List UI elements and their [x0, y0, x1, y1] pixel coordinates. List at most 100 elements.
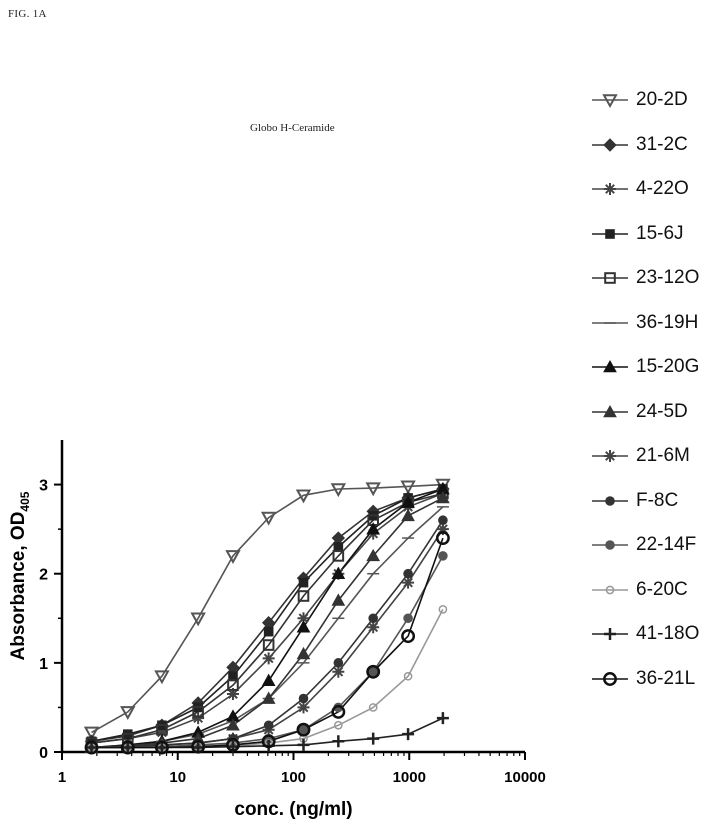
legend-item: F-8C	[590, 479, 725, 524]
data-point-23-12O	[192, 706, 204, 718]
data-point-4-22O	[155, 726, 168, 739]
legend-marker	[604, 272, 616, 285]
data-point-20-2D	[225, 550, 241, 564]
legend-label: 4-22O	[636, 178, 689, 200]
legend-item: 22-14F	[590, 523, 725, 568]
data-point-20-2D	[365, 482, 381, 497]
data-point-6-20C	[438, 605, 448, 614]
legend-marker	[603, 360, 617, 373]
data-point-22-14F	[368, 666, 378, 677]
legend-swatch	[592, 495, 628, 506]
legend-item: 36-21L	[590, 657, 725, 702]
data-point-20-2D	[83, 726, 100, 741]
legend-label: 24-5D	[636, 400, 688, 422]
data-point-F-8C	[403, 568, 413, 579]
legend-swatch	[592, 404, 628, 418]
data-point-24-5D	[366, 548, 381, 562]
data-point-15-6J	[333, 542, 344, 552]
data-point-36-21L	[191, 739, 206, 754]
data-point-21-6M	[332, 665, 345, 678]
data-point-20-2D	[330, 483, 347, 498]
data-point-21-6M	[436, 523, 449, 536]
fit-curve-21-6M	[91, 528, 444, 749]
data-point-24-5D	[401, 508, 415, 522]
legend-marker	[604, 450, 616, 463]
data-point-4-22O	[297, 612, 310, 625]
data-point-15-20G	[366, 522, 381, 535]
data-points	[83, 478, 451, 755]
data-point-15-6J	[228, 671, 238, 682]
y-tick-label: 0	[39, 745, 48, 762]
legend-item: 31-2C	[590, 123, 725, 168]
fit-curves	[91, 483, 444, 749]
x-tick-label: 1	[58, 769, 66, 786]
data-point-6-20C	[403, 671, 413, 681]
data-point-F-8C	[438, 515, 448, 526]
data-point-36-21L	[120, 740, 135, 755]
legend-label: 20-2D	[636, 89, 688, 111]
legend-label: 23-12O	[636, 267, 700, 289]
legend-label: 6-20C	[636, 578, 688, 600]
data-point-36-21L	[226, 737, 240, 752]
chart-title: Globo H-Ceramide	[250, 122, 335, 134]
legend-item: 15-20G	[590, 345, 725, 390]
data-point-22-14F	[438, 551, 448, 561]
legend-swatch	[592, 360, 628, 373]
legend-marker	[603, 138, 617, 152]
data-point-22-14F	[403, 613, 413, 624]
legend-marker	[603, 671, 617, 686]
data-point-20-2D	[295, 489, 312, 504]
figure-label: FIG. 1A	[8, 8, 47, 20]
data-point-23-12O	[227, 679, 239, 691]
x-tick-label: 1000	[393, 769, 426, 786]
data-point-4-22O	[262, 652, 275, 665]
data-point-15-6J	[298, 577, 309, 588]
data-point-21-6M	[297, 701, 310, 714]
legend-swatch	[592, 183, 628, 196]
fit-curve-22-14F	[91, 555, 444, 749]
legend-swatch	[592, 321, 628, 324]
data-point-4-22O	[226, 688, 239, 701]
legend-item: 41-18O	[590, 612, 725, 657]
data-point-36-21L	[296, 722, 311, 737]
data-point-F-8C	[333, 658, 344, 668]
legend-marker	[605, 585, 615, 595]
legend-item: 15-6J	[590, 212, 725, 257]
legend-item: 36-19H	[590, 301, 725, 346]
data-point-23-12O	[332, 550, 345, 562]
data-point-21-6M	[367, 621, 380, 634]
y-tick-label: 1	[39, 656, 48, 673]
legend-item: 6-20C	[590, 568, 725, 613]
data-point-41-18O	[85, 741, 98, 754]
legend-swatch	[592, 138, 628, 152]
data-point-24-5D	[226, 718, 240, 731]
legend-label: 41-18O	[636, 623, 700, 645]
y-axis-label-subscript: 405	[18, 491, 32, 511]
data-point-6-20C	[333, 720, 343, 730]
legend-swatch	[592, 585, 628, 595]
x-tick-label: 100	[281, 769, 306, 786]
data-point-F-8C	[368, 613, 378, 624]
legend-item: 20-2D	[590, 78, 725, 123]
data-point-24-5D	[436, 490, 450, 504]
legend-marker	[604, 183, 616, 196]
data-point-41-18O	[155, 741, 168, 754]
legend-label: 36-19H	[636, 311, 699, 333]
data-point-15-20G	[296, 620, 311, 633]
data-point-36-21L	[401, 629, 416, 644]
data-point-36-21L	[154, 740, 169, 755]
y-tick-label: 2	[39, 567, 48, 584]
legend-label: 15-6J	[636, 222, 684, 244]
fit-curve-20-2D	[91, 483, 443, 734]
legend-label: 22-14F	[636, 534, 697, 556]
data-point-F-8C	[298, 693, 309, 704]
data-point-15-20G	[261, 673, 276, 686]
fit-curve-36-21L	[91, 537, 444, 749]
data-point-23-12O	[297, 590, 310, 602]
data-point-23-12O	[262, 639, 275, 651]
data-point-20-2D	[260, 511, 277, 526]
legend-swatch	[592, 671, 628, 686]
legend-label: 31-2C	[636, 133, 688, 155]
data-point-41-18O	[367, 732, 380, 745]
